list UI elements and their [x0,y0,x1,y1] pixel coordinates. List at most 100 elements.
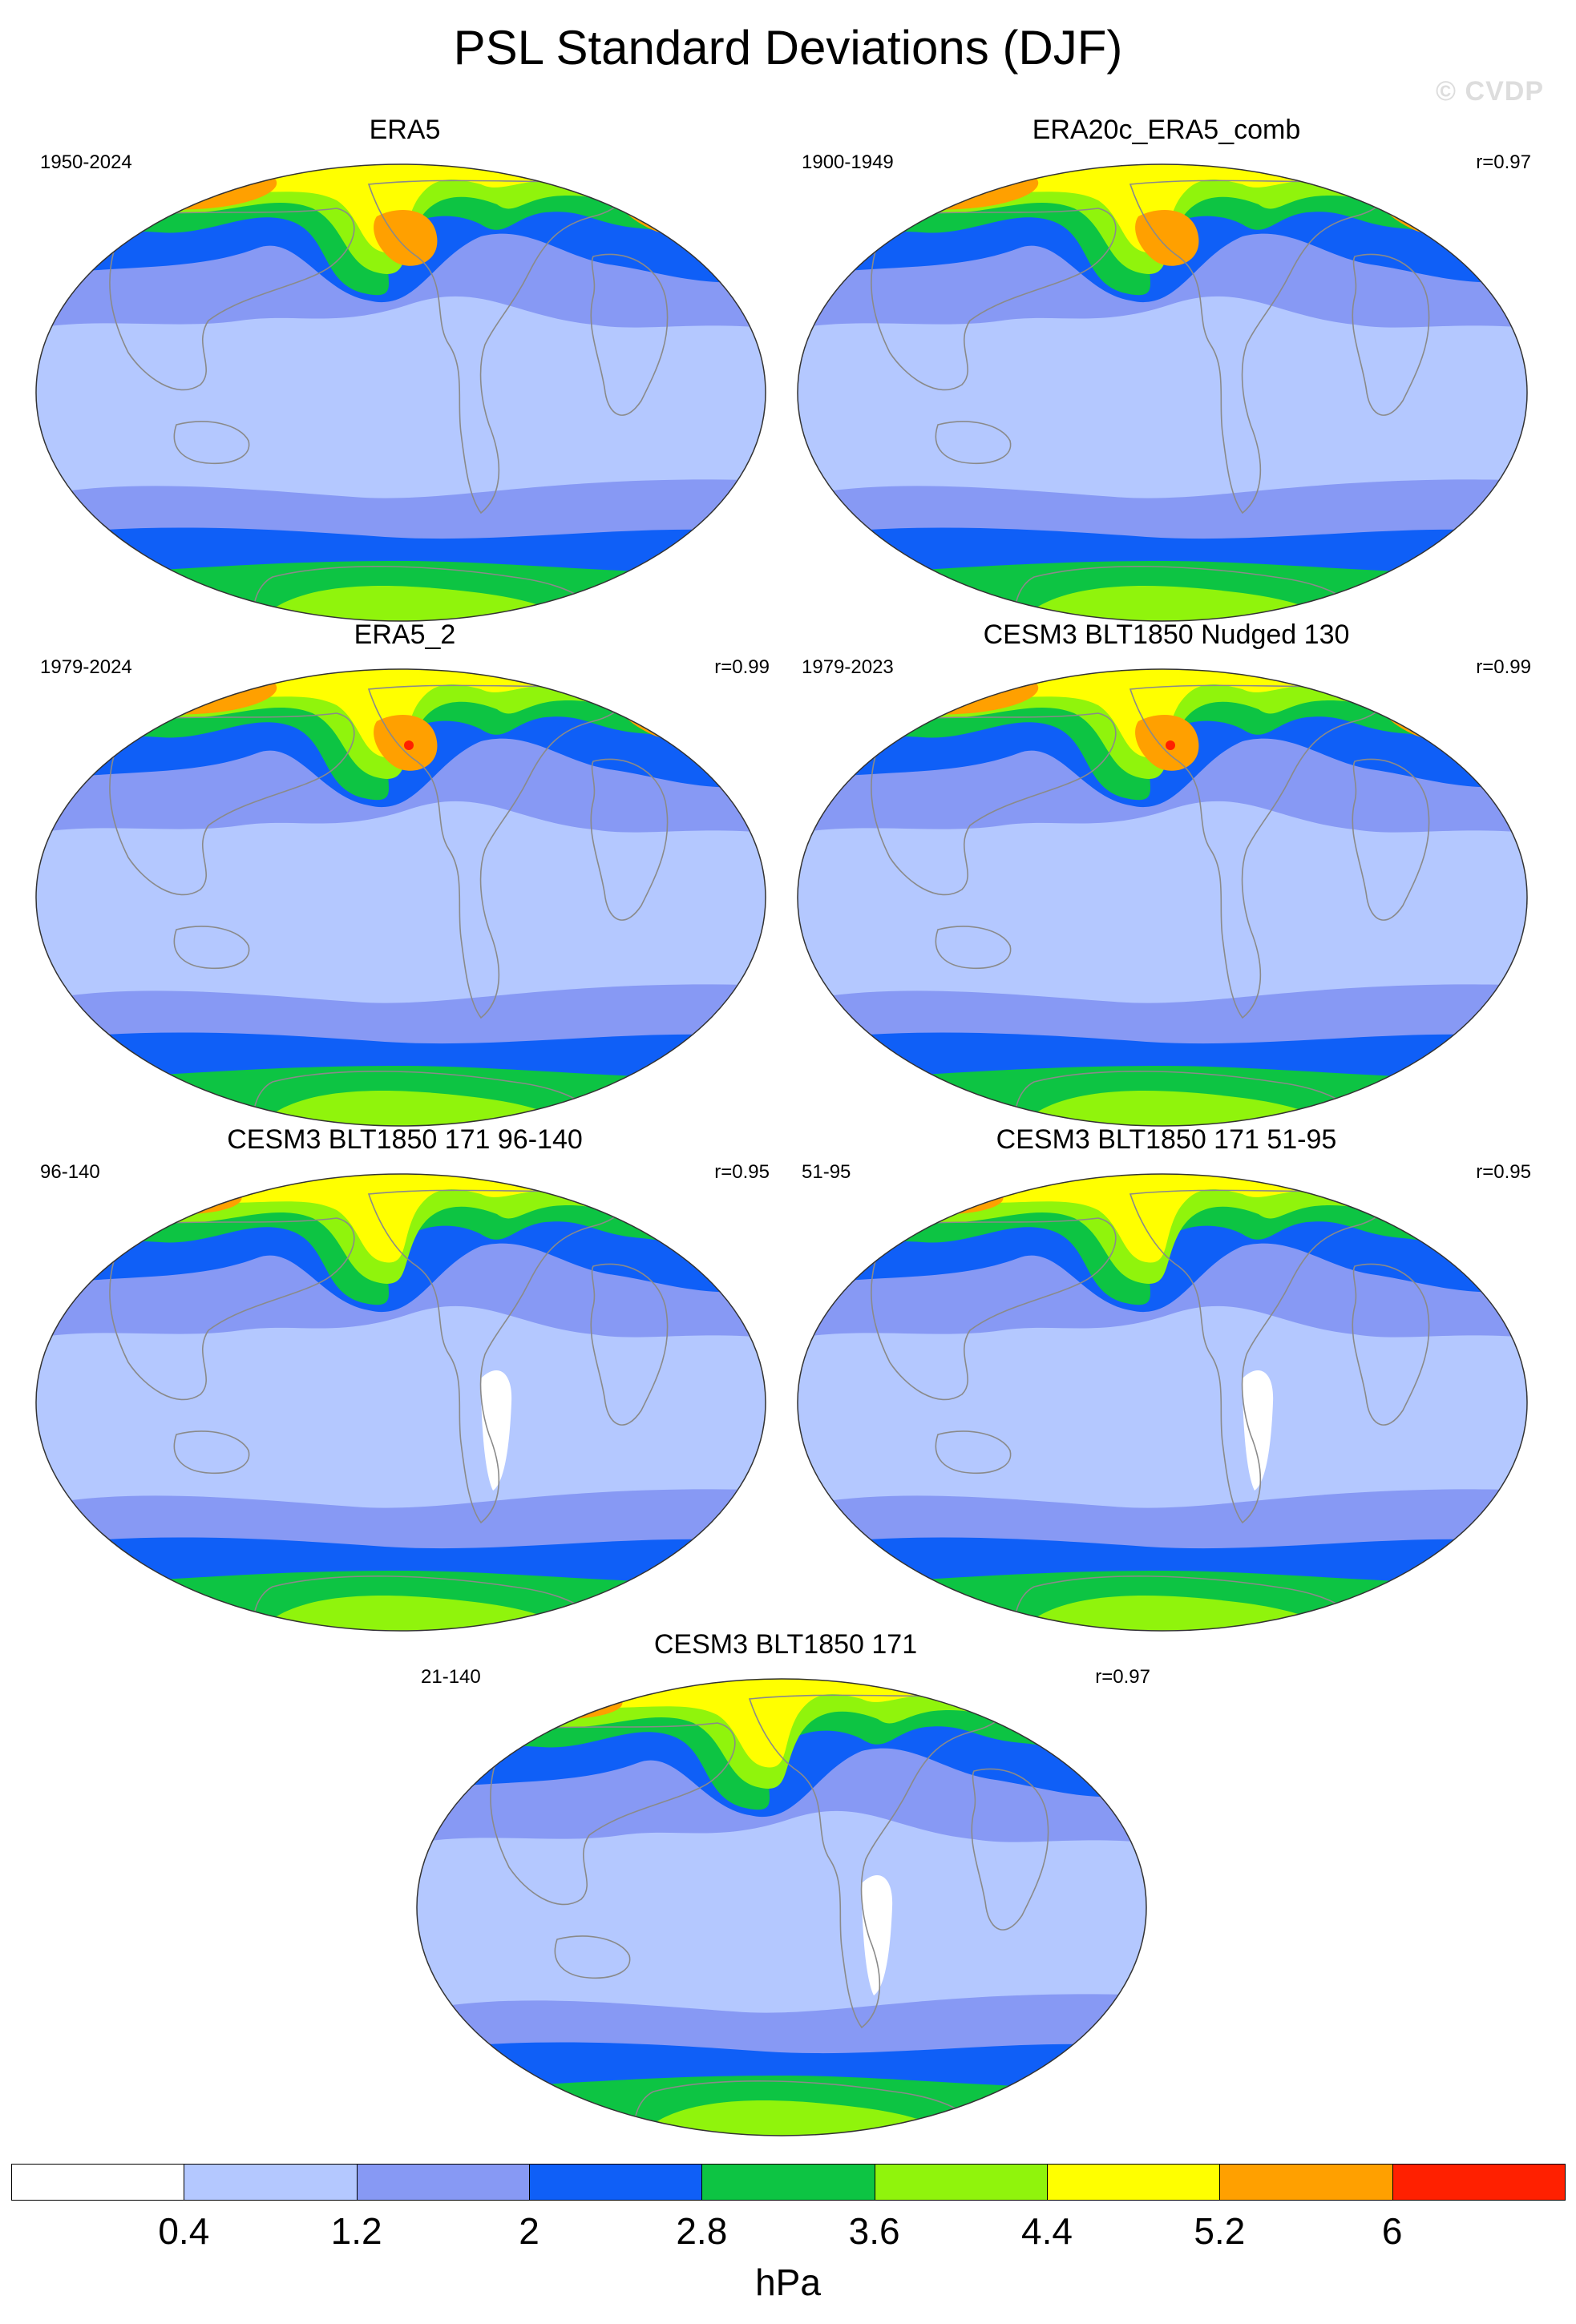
panel-title: ERA5 [369,115,441,145]
map-panel: CESM3 BLT1850 Nudged 130 1979-2023 r=0.99 [794,617,1539,1127]
sh-band-5 [1002,1596,1355,1631]
white-andes [481,1370,512,1491]
land-outline [971,1768,1049,1931]
map-border [35,668,766,1127]
colorbar-tick-label: 6 [1381,2210,1403,2252]
map-border [797,163,1528,622]
land-outline [935,1430,1012,1475]
robinson-map [797,163,1528,622]
panel-years: 1950-2024 [40,151,132,173]
panel-title: ERA20c_ERA5_comb [1032,115,1301,145]
sh-band-5 [240,586,593,621]
colorbar-swatch [184,2164,358,2201]
robinson-map [797,668,1528,1127]
map-panel: CESM3 BLT1850 171 51-95 51-95 r=0.95 [794,1122,1539,1632]
land-outline [1352,1263,1430,1426]
colorbar-tick-label: 0.4 [158,2210,210,2252]
panel-years: 51-95 [802,1161,851,1183]
land-outline [554,1935,631,1979]
map-border [35,1173,766,1632]
colorbar-swatch [701,2164,875,2201]
red-aleutian [1166,740,1175,750]
map-panel: CESM3 BLT1850 171 21-140 r=0.97 [413,1627,1158,2136]
red-iceland [662,688,697,714]
land-outline [871,208,1117,391]
land-outline [173,421,250,465]
map-panel: ERA20c_ERA5_comb 1900-1949 r=0.97 [794,112,1539,622]
land-outline [109,1217,355,1401]
map-panel: CESM3 BLT1850 171 96-140 96-140 r=0.95 [32,1122,778,1632]
panel-years: 96-140 [40,1161,100,1183]
land-outline [935,421,1012,465]
robinson-map [797,1173,1528,1632]
sh-band-5 [621,2100,974,2136]
map-border [797,668,1528,1127]
colorbar-swatch [1219,2164,1393,2201]
colorbar-tick-label: 1.2 [330,2210,382,2252]
orange-aleutian [1135,210,1199,266]
panel-correlation: r=0.97 [1095,1666,1150,1688]
map-border [416,1678,1147,2136]
white-andes [862,1875,893,1995]
orange-aleutian [374,210,438,266]
land-outline [871,712,1117,896]
red-iceland [1424,688,1458,714]
panel-years: 21-140 [421,1666,481,1688]
map-border [35,163,766,622]
panel-title: CESM3 BLT1850 171 51-95 [996,1124,1337,1155]
colorbar-swatch [529,2164,703,2201]
figure-title: PSL Standard Deviations (DJF) [453,21,1123,75]
panel-correlation: r=0.95 [1476,1161,1531,1183]
robinson-map [35,1173,766,1632]
red-aleutian [404,740,414,750]
colorbar-swatch [11,2164,185,2201]
land-outline [109,208,355,391]
land-outline [590,1263,669,1426]
colorbar [11,2164,1566,2202]
cvdp-watermark: © CVDP [1436,76,1544,107]
panel-correlation: r=0.99 [714,656,770,678]
map-border [797,1173,1528,1632]
map-panel: ERA5_2 1979-2024 r=0.99 [32,617,778,1127]
panel-title: CESM3 BLT1850 171 [653,1629,918,1660]
colorbar-tick-label: 2.8 [676,2210,728,2252]
panel-title: CESM3 BLT1850 Nudged 130 [983,619,1350,650]
land-outline [173,1430,250,1475]
panel-correlation: r=0.97 [1476,151,1531,173]
panel-title: ERA5_2 [354,619,456,650]
land-outline [871,1217,1117,1401]
land-outline [590,758,669,921]
red-siberia [872,684,934,704]
panel-correlation: r=0.99 [1476,656,1531,678]
colorbar-tick-label: 5.2 [1194,2210,1246,2252]
panel-years: 1900-1949 [802,151,894,173]
colorbar-swatch [356,2164,530,2201]
sh-band-5 [1002,1091,1355,1126]
panel-title: CESM3 BLT1850 171 96-140 [227,1124,583,1155]
map-panel: ERA5 1950-2024 [32,112,778,622]
white-andes [1243,1370,1274,1491]
land-outline [590,253,669,416]
colorbar-units: hPa [755,2261,821,2303]
land-outline [109,712,355,896]
colorbar-swatch [874,2164,1048,2201]
colorbar-tick-label: 3.6 [848,2210,900,2252]
land-outline [1352,758,1430,921]
sh-band-5 [240,1596,593,1631]
land-outline [1352,253,1430,416]
land-outline [490,1722,736,1906]
panel-years: 1979-2023 [802,656,894,678]
colorbar-swatch [1047,2164,1221,2201]
colorbar-tick-label: 2 [519,2210,539,2252]
robinson-map [416,1678,1147,2136]
land-outline [935,926,1012,970]
colorbar-tick-label: 4.4 [1021,2210,1073,2252]
robinson-map [35,668,766,1127]
panel-years: 1979-2024 [40,656,132,678]
robinson-map [35,163,766,622]
sh-band-5 [1002,586,1355,621]
colorbar-swatch [1392,2164,1566,2201]
land-outline [173,926,250,970]
panel-correlation: r=0.95 [714,1161,770,1183]
red-siberia [111,684,172,704]
